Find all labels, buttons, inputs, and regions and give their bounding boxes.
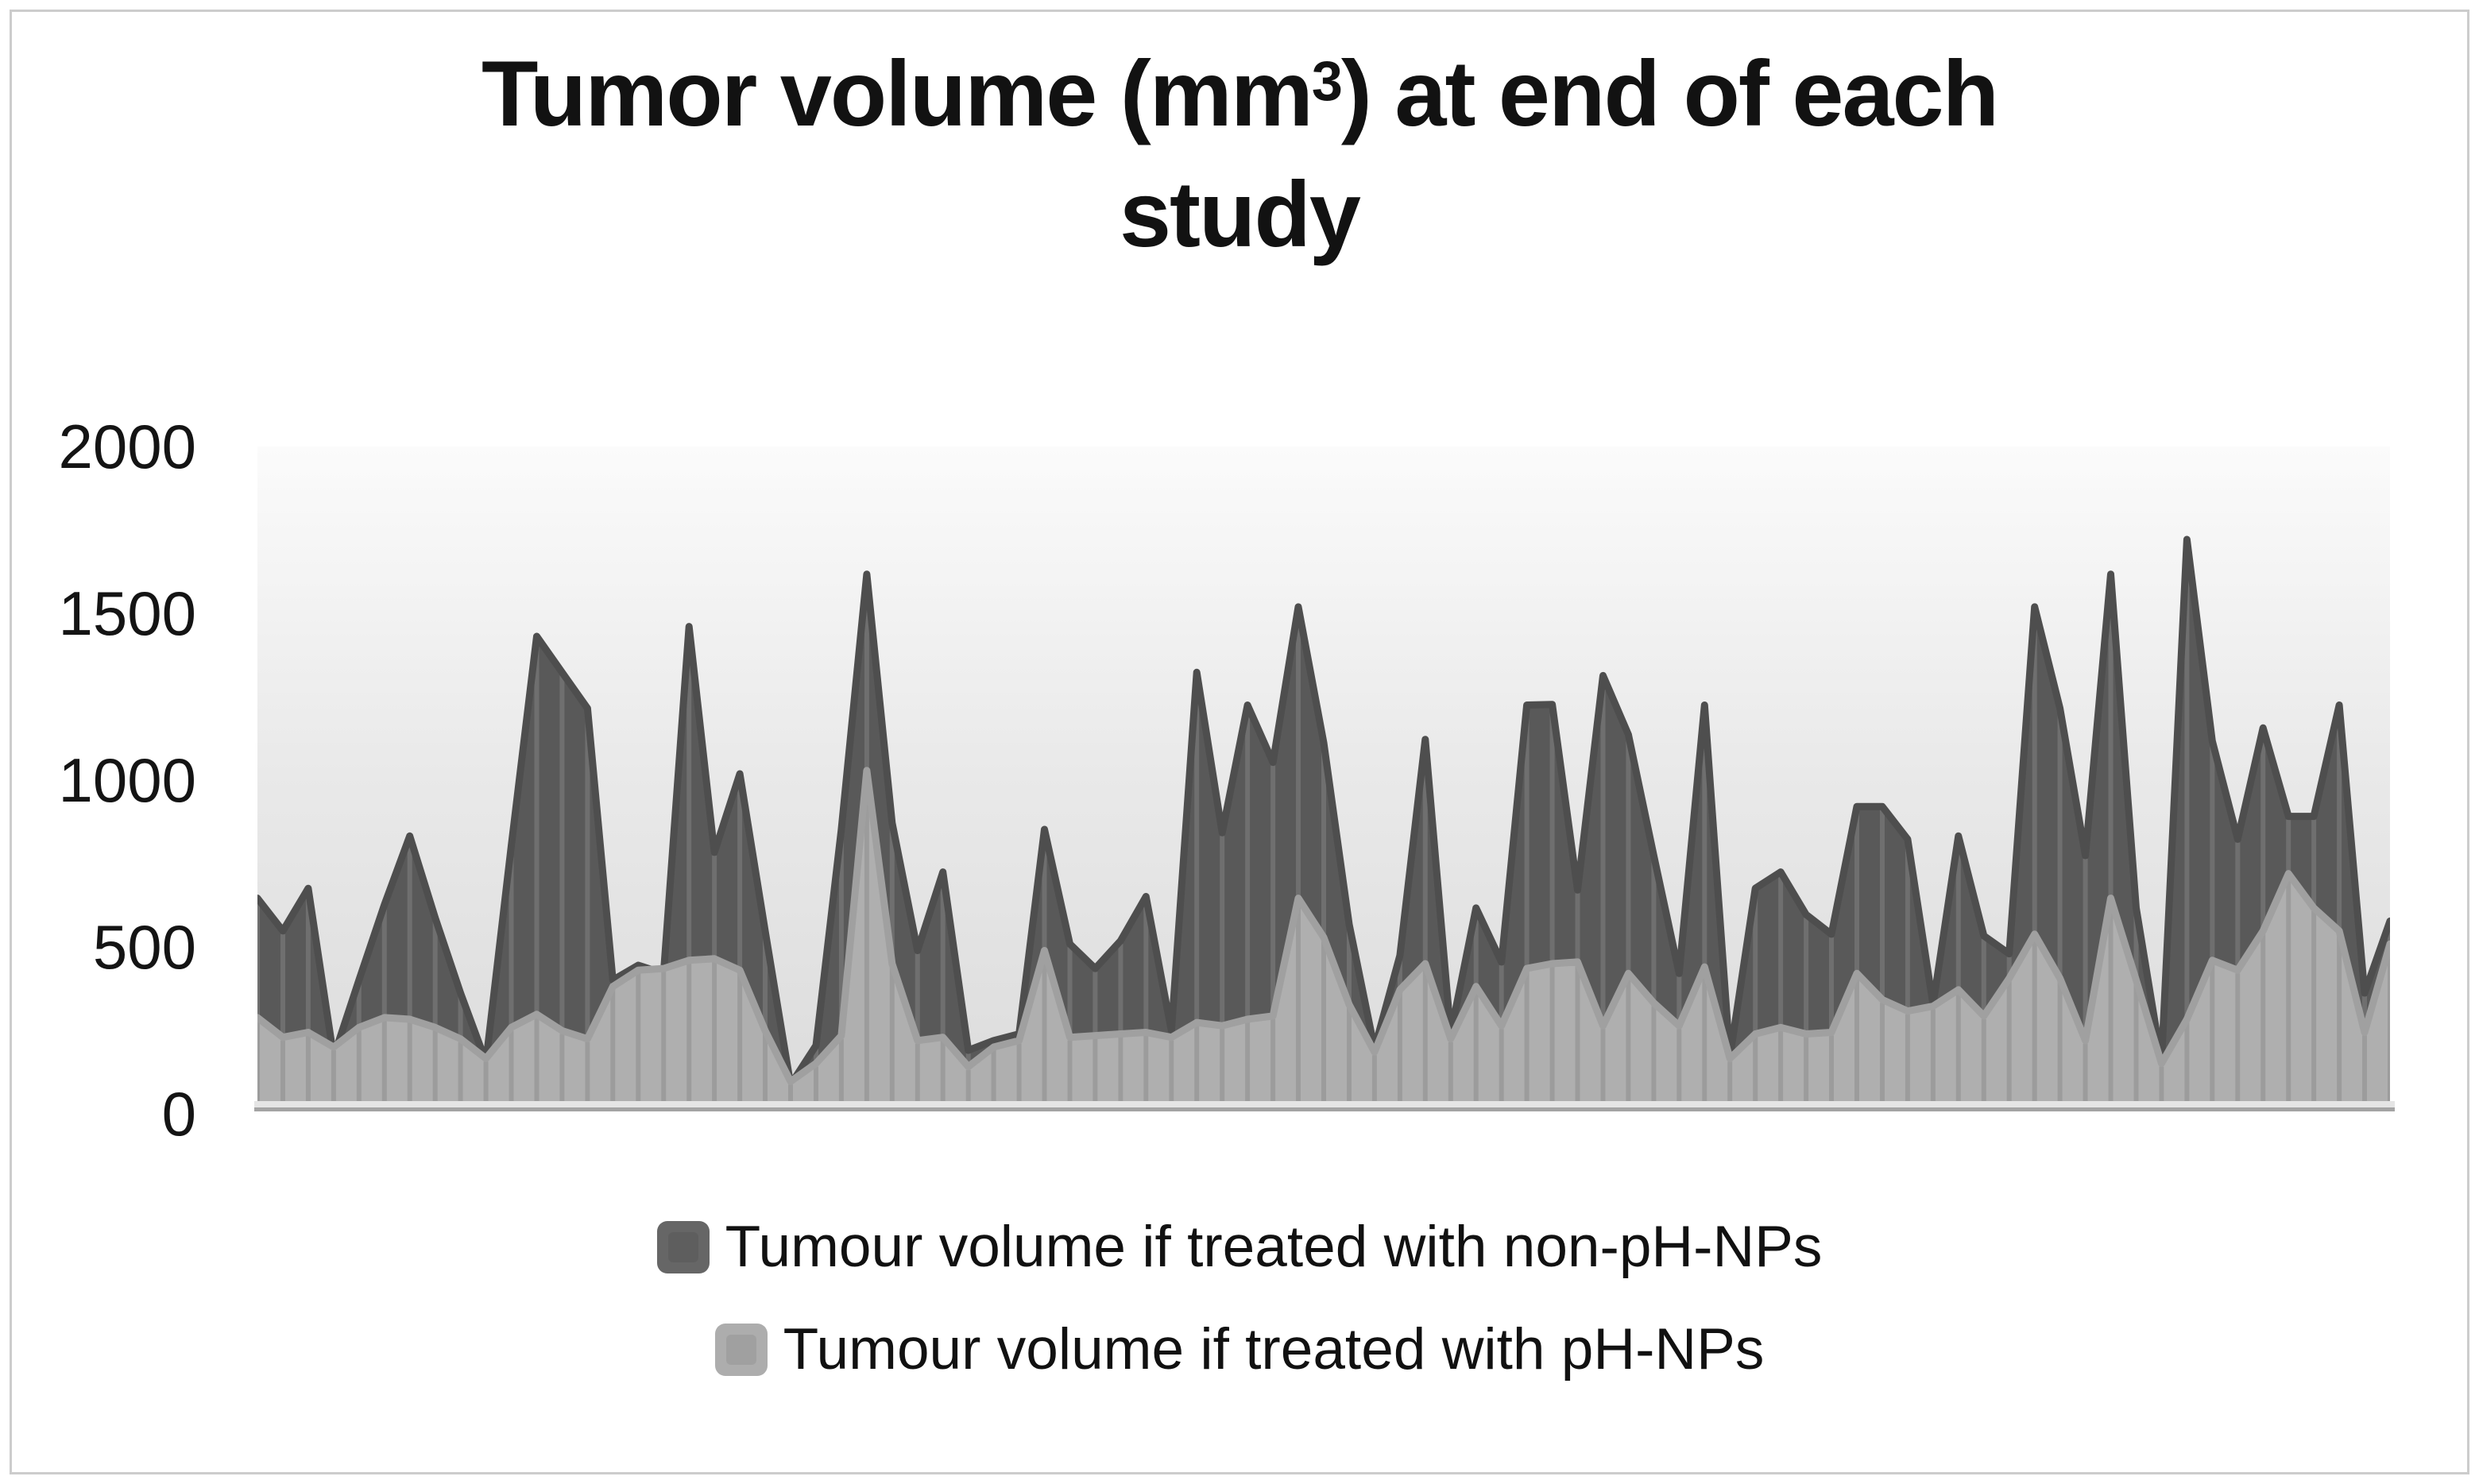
title-suffix: ) at end of each: [1340, 41, 1999, 145]
legend-swatch-inner: [725, 1334, 756, 1365]
legend-swatch-non-ph-nps-icon: [656, 1220, 710, 1273]
y-axis-label-1500: 1500: [58, 578, 196, 648]
title-superscript: 3: [1311, 49, 1343, 113]
y-axis-label-2000: 2000: [58, 412, 196, 481]
chart-title: Tumor volume (mm3) at end of each study: [0, 33, 2479, 275]
legend-item-ph-nps: Tumour volume if treated with pH-NPs: [714, 1316, 1765, 1382]
chart-title-line2: study: [1119, 162, 1361, 267]
plot-area: [253, 446, 2394, 1101]
legend: Tumour volume if treated with non-pH-NPs…: [0, 1214, 2479, 1382]
y-axis-label-0: 0: [161, 1079, 196, 1149]
light-drop-lines: [257, 773, 2390, 1101]
area-chart-svg: [253, 446, 2394, 1101]
dark-area-edge: [253, 535, 2394, 1088]
legend-item-non-ph-nps: Tumour volume if treated with non-pH-NPs: [656, 1214, 1823, 1280]
legend-swatch-ph-nps-icon: [714, 1323, 768, 1376]
title-prefix: Tumor volume (mm: [481, 41, 1313, 145]
legend-label-ph-nps: Tumour volume if treated with pH-NPs: [783, 1317, 1765, 1382]
series-ph-nps: [253, 767, 2394, 1101]
legend-swatch-inner: [667, 1231, 698, 1262]
chart-title-line1: Tumor volume (mm3) at end of each: [0, 33, 2479, 154]
x-axis-strip: [254, 1101, 2395, 1107]
legend-label-non-ph-nps: Tumour volume if treated with non-pH-NPs: [725, 1215, 1823, 1279]
x-axis-line: [254, 1107, 2395, 1111]
y-axis-label-500: 500: [92, 912, 196, 982]
light-area-edge: [253, 767, 2394, 1085]
y-axis-label-1000: 1000: [58, 745, 196, 815]
